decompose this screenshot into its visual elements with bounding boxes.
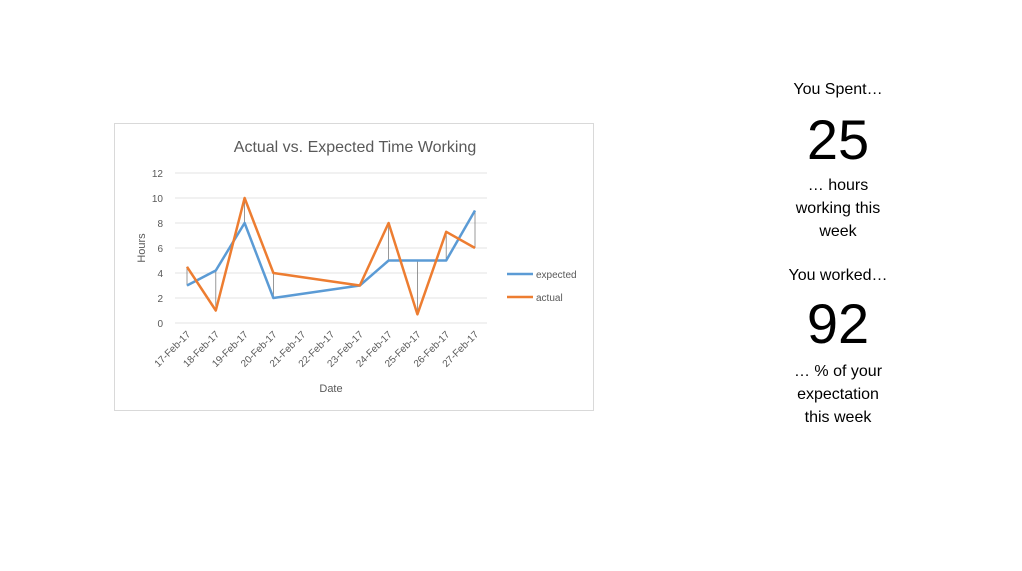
hours-caption-line-3: week — [819, 223, 857, 240]
hours-value: 25 — [806, 108, 870, 171]
worked-intro: You worked… — [788, 267, 888, 284]
percent-caption-line-3: this week — [804, 409, 872, 426]
y-tick-label: 0 — [157, 319, 163, 330]
series-line-actual — [185, 196, 476, 316]
chart-container: Actual vs. Expected Time Working 0 2 4 6 8 10 1… — [114, 123, 594, 411]
y-axis-title: Hours — [136, 233, 148, 263]
line-chart: Actual vs. Expected Time Working 0 2 4 6 8 10 1… — [136, 139, 577, 395]
y-tick-label: 4 — [157, 269, 163, 280]
chart-title: Actual vs. Expected Time Working — [234, 139, 476, 156]
hours-caption-line-1: … hours — [807, 177, 869, 194]
y-tick-label: 6 — [157, 244, 163, 255]
spent-intro: You Spent… — [793, 81, 883, 98]
y-tick-label: 8 — [157, 219, 163, 230]
y-tick-label: 2 — [157, 294, 163, 305]
percent-caption-line-2: expectation — [797, 386, 879, 403]
x-axis-title: Date — [319, 383, 342, 395]
hours-caption-line-2: working this — [795, 200, 881, 217]
legend-label-actual: actual — [536, 293, 563, 304]
percent-caption-line-1: … % of your — [793, 363, 883, 380]
legend-label-expected: expected — [536, 270, 577, 281]
percent-value: 92 — [806, 292, 870, 355]
y-tick-label: 10 — [152, 194, 164, 205]
y-tick-label: 12 — [152, 169, 164, 180]
